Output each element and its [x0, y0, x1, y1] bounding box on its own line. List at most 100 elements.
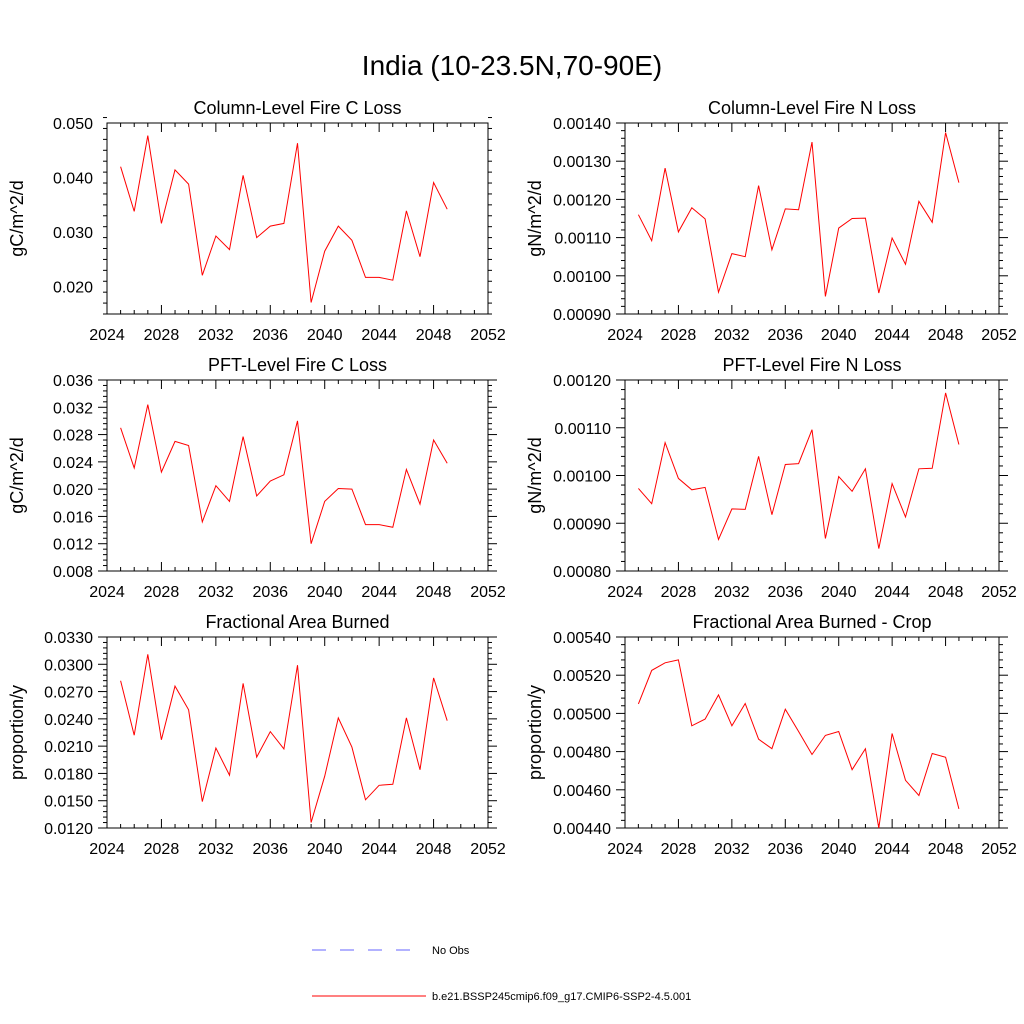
y-tick-label: 0.0120 — [44, 821, 93, 838]
chart-panel-3: PFT-Level Fire C Loss gC/m^2/d 2024 2028 203… — [7, 355, 506, 601]
x-tick-label: 2044 — [874, 327, 910, 344]
y-tick-label: 0.00090 — [553, 307, 611, 324]
x-tick-label: 2024 — [89, 584, 125, 601]
chart-panel-2: Column-Level Fire N Loss gN/m^2/d 2024 2028… — [525, 98, 1017, 344]
x-tick-label: 2048 — [416, 841, 452, 858]
plot-frame — [624, 636, 1000, 829]
x-tick-label: 2040 — [821, 584, 857, 601]
x-tick-label: 2048 — [928, 584, 964, 601]
series-line — [120, 404, 448, 544]
y-tick-label: 0.0210 — [44, 739, 93, 756]
legend-obs-label: No Obs — [432, 945, 470, 957]
y-tick-label: 0.036 — [53, 373, 93, 390]
x-tick-label: 2028 — [144, 841, 180, 858]
y-tick-label: 0.016 — [53, 509, 93, 526]
x-tick-label: 2052 — [470, 584, 506, 601]
y-tick-label: 0.00120 — [553, 192, 611, 209]
series-line — [637, 132, 960, 297]
chart-panel-1: Column-Level Fire C Loss gC/m^2/d 2024 2028… — [7, 98, 506, 344]
x-tick-label: 2028 — [661, 584, 697, 601]
panel-title: Fractional Area Burned — [205, 612, 389, 632]
x-tick-label: 2052 — [981, 841, 1017, 858]
y-tick-label: 0.00090 — [553, 516, 611, 533]
chart-panel-4: PFT-Level Fire N Loss gN/m^2/d 2024 2028 203… — [525, 355, 1017, 601]
x-tick-label: 2052 — [981, 584, 1017, 601]
panel-title: Fractional Area Burned - Crop — [692, 612, 931, 632]
y-tick-label: 0.020 — [53, 280, 93, 297]
series-line — [120, 654, 448, 823]
x-tick-label: 2036 — [767, 841, 803, 858]
series-line — [120, 135, 448, 303]
panel-title: Column-Level Fire C Loss — [193, 98, 401, 118]
y-tick-label: 0.00080 — [553, 564, 611, 581]
y-tick-label: 0.012 — [53, 537, 93, 554]
x-tick-label: 2048 — [416, 327, 452, 344]
y-axis-label: proportion/y — [525, 685, 545, 780]
y-tick-label: 0.032 — [53, 400, 93, 417]
x-tick-label: 2052 — [470, 841, 506, 858]
x-tick-label: 2036 — [767, 327, 803, 344]
y-tick-label: 0.008 — [53, 564, 93, 581]
x-tick-label: 2048 — [416, 584, 452, 601]
y-tick-label: 0.00130 — [553, 154, 611, 171]
x-tick-label: 2044 — [874, 584, 910, 601]
y-tick-label: 0.00520 — [553, 668, 611, 685]
x-tick-label: 2044 — [361, 584, 397, 601]
series-line — [638, 392, 960, 549]
y-axis-label: gN/m^2/d — [525, 180, 545, 256]
x-tick-label: 2032 — [714, 841, 750, 858]
y-tick-label: 0.00140 — [553, 116, 611, 133]
x-tick-label: 2036 — [252, 327, 288, 344]
x-tick-label: 2032 — [714, 327, 750, 344]
x-tick-label: 2052 — [981, 327, 1017, 344]
y-tick-label: 0.0330 — [44, 630, 93, 647]
y-tick-label: 0.00110 — [554, 231, 611, 248]
y-tick-label: 0.0270 — [44, 685, 93, 702]
panel-title: PFT-Level Fire C Loss — [208, 355, 387, 375]
x-tick-label: 2036 — [252, 584, 288, 601]
x-tick-label: 2040 — [821, 327, 857, 344]
x-tick-label: 2040 — [307, 841, 343, 858]
plot-frame — [106, 122, 489, 315]
legend: No Obs b.e21.BSSP245cmip6.f09_g17.CMIP6-… — [312, 945, 691, 1003]
y-tick-label: 0.00100 — [553, 269, 611, 286]
x-tick-label: 2028 — [661, 327, 697, 344]
x-tick-label: 2044 — [361, 841, 397, 858]
x-tick-label: 2032 — [714, 584, 750, 601]
x-tick-label: 2048 — [928, 327, 964, 344]
y-tick-label: 0.00440 — [553, 821, 611, 838]
y-tick-label: 0.0150 — [44, 794, 93, 811]
panel-title: Column-Level Fire N Loss — [708, 98, 916, 118]
x-tick-label: 2036 — [767, 584, 803, 601]
x-tick-label: 2024 — [607, 841, 643, 858]
y-tick-label: 0.00500 — [553, 706, 611, 723]
series-line — [637, 659, 960, 829]
y-tick-label: 0.0300 — [44, 657, 93, 674]
x-tick-label: 2032 — [198, 584, 234, 601]
legend-model-label: b.e21.BSSP245cmip6.f09_g17.CMIP6-SSP2-4.… — [432, 991, 691, 1003]
x-tick-label: 2036 — [252, 841, 288, 858]
y-axis-label: gN/m^2/d — [525, 437, 545, 513]
y-axis-label: gC/m^2/d — [7, 437, 27, 513]
y-tick-label: 0.028 — [53, 428, 93, 445]
x-tick-label: 2028 — [144, 584, 180, 601]
x-tick-label: 2044 — [361, 327, 397, 344]
chart-panel-6: Fractional Area Burned - Crop proportion/… — [525, 612, 1017, 858]
x-tick-label: 2032 — [198, 327, 234, 344]
y-tick-label: 0.00460 — [553, 783, 611, 800]
panel-title: PFT-Level Fire N Loss — [722, 355, 901, 375]
chart-panel-5: Fractional Area Burned proportion/y 2024 20… — [7, 612, 506, 858]
y-tick-label: 0.030 — [53, 225, 93, 242]
x-tick-label: 2024 — [89, 841, 125, 858]
x-tick-label: 2048 — [928, 841, 964, 858]
panels: Column-Level Fire C Loss gC/m^2/d 2024 2028… — [7, 98, 1017, 858]
x-tick-label: 2024 — [607, 327, 643, 344]
plot-frame — [106, 379, 489, 572]
x-tick-label: 2044 — [874, 841, 910, 858]
x-tick-label: 2028 — [144, 327, 180, 344]
x-tick-label: 2024 — [89, 327, 125, 344]
y-tick-label: 0.040 — [53, 171, 93, 188]
x-tick-label: 2040 — [307, 327, 343, 344]
y-tick-label: 0.00540 — [553, 630, 611, 647]
